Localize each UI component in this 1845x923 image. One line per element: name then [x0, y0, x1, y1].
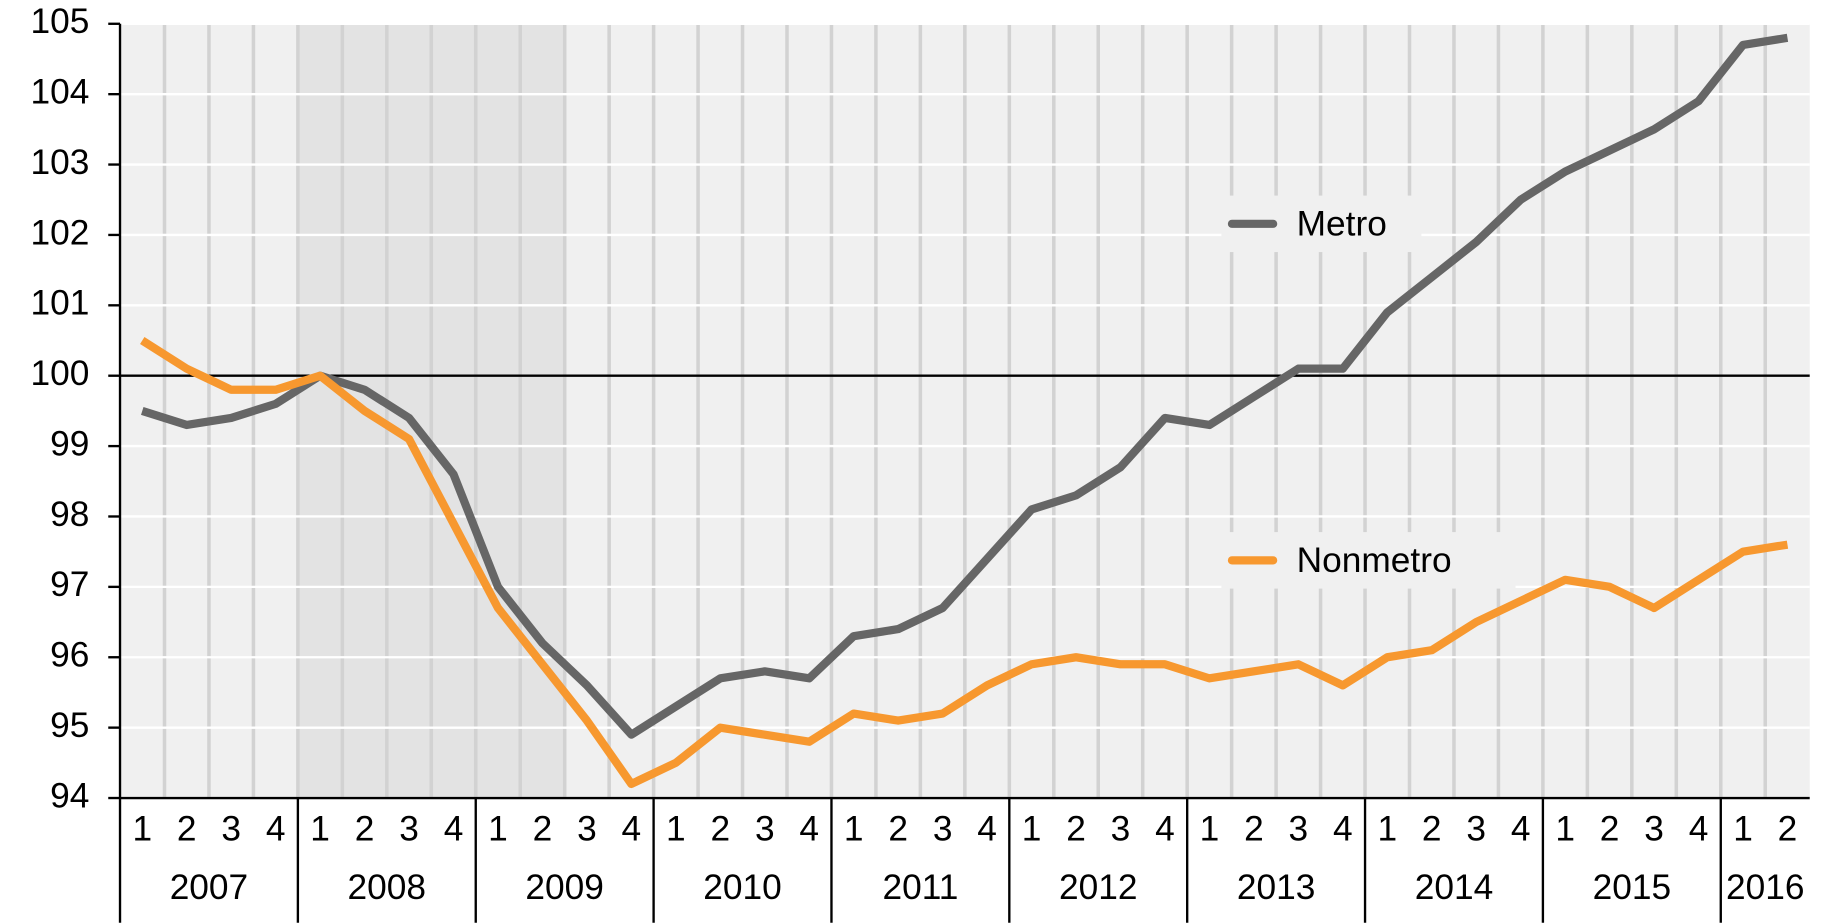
- x-tick-label: 4: [622, 809, 642, 848]
- y-tick-label: 97: [50, 565, 89, 604]
- x-tick-label: 3: [1289, 809, 1309, 848]
- x-tick-label: 2: [177, 809, 197, 848]
- x-tick-label: 3: [933, 809, 953, 848]
- x-tick-label: 2: [1422, 809, 1442, 848]
- x-tick-label: 1: [1377, 809, 1397, 848]
- year-label: 2010: [703, 868, 782, 907]
- x-tick-label: 2: [355, 809, 375, 848]
- x-tick-label: 1: [310, 809, 330, 848]
- x-tick-label: 2: [533, 809, 553, 848]
- x-tick-label: 2: [1778, 809, 1798, 848]
- year-label: 2009: [525, 868, 604, 907]
- y-tick-label: 99: [50, 424, 89, 463]
- y-tick-label: 95: [50, 706, 89, 745]
- x-tick-label: 4: [799, 809, 819, 848]
- x-tick-label: 3: [1466, 809, 1486, 848]
- x-tick-label: 1: [1022, 809, 1042, 848]
- x-tick-label: 4: [1333, 809, 1353, 848]
- legend-label: Nonmetro: [1297, 541, 1452, 580]
- x-tick-label: 4: [266, 809, 286, 848]
- x-tick-label: 4: [444, 809, 464, 848]
- y-tick-label: 103: [31, 143, 90, 182]
- year-label: 2014: [1415, 868, 1494, 907]
- x-tick-label: 3: [221, 809, 241, 848]
- x-tick-label: 1: [666, 809, 686, 848]
- x-tick-label: 4: [977, 809, 997, 848]
- year-label: 2016: [1726, 868, 1805, 907]
- x-tick-label: 1: [1555, 809, 1575, 848]
- year-label: 2007: [170, 868, 249, 907]
- year-label: 2008: [348, 868, 427, 907]
- x-tick-label: 1: [488, 809, 508, 848]
- y-tick-label: 104: [31, 72, 90, 111]
- y-tick-label: 105: [31, 2, 90, 41]
- x-tick-label: 1: [1200, 809, 1220, 848]
- year-label: 2015: [1593, 868, 1672, 907]
- x-tick-label: 2: [710, 809, 730, 848]
- x-tick-label: 1: [844, 809, 864, 848]
- y-tick-label: 98: [50, 495, 89, 534]
- x-tick-label: 2: [1600, 809, 1620, 848]
- y-tick-label: 96: [50, 636, 89, 675]
- x-tick-label: 2: [888, 809, 908, 848]
- legend-label: Metro: [1297, 204, 1387, 243]
- year-label: 2011: [882, 868, 958, 907]
- year-label: 2012: [1059, 868, 1138, 907]
- x-tick-label: 4: [1511, 809, 1531, 848]
- x-tick-label: 4: [1155, 809, 1175, 848]
- y-tick-label: 102: [31, 213, 90, 252]
- x-tick-label: 1: [132, 809, 152, 848]
- x-tick-label: 3: [577, 809, 597, 848]
- series-line: [141, 33, 1789, 739]
- x-tick-label: 2: [1066, 809, 1086, 848]
- y-tick-label: 100: [31, 354, 90, 393]
- x-tick-label: 2: [1244, 809, 1264, 848]
- y-tick-label: 101: [31, 284, 90, 323]
- x-tick-label: 1: [1733, 809, 1753, 848]
- x-tick-label: 4: [1689, 809, 1709, 848]
- series-line: [140, 337, 1789, 789]
- x-tick-label: 3: [755, 809, 775, 848]
- x-tick-label: 3: [1111, 809, 1131, 848]
- x-tick-label: 3: [1644, 809, 1664, 848]
- year-label: 2013: [1237, 868, 1316, 907]
- x-tick-label: 3: [399, 809, 419, 848]
- y-tick-label: 94: [50, 776, 89, 815]
